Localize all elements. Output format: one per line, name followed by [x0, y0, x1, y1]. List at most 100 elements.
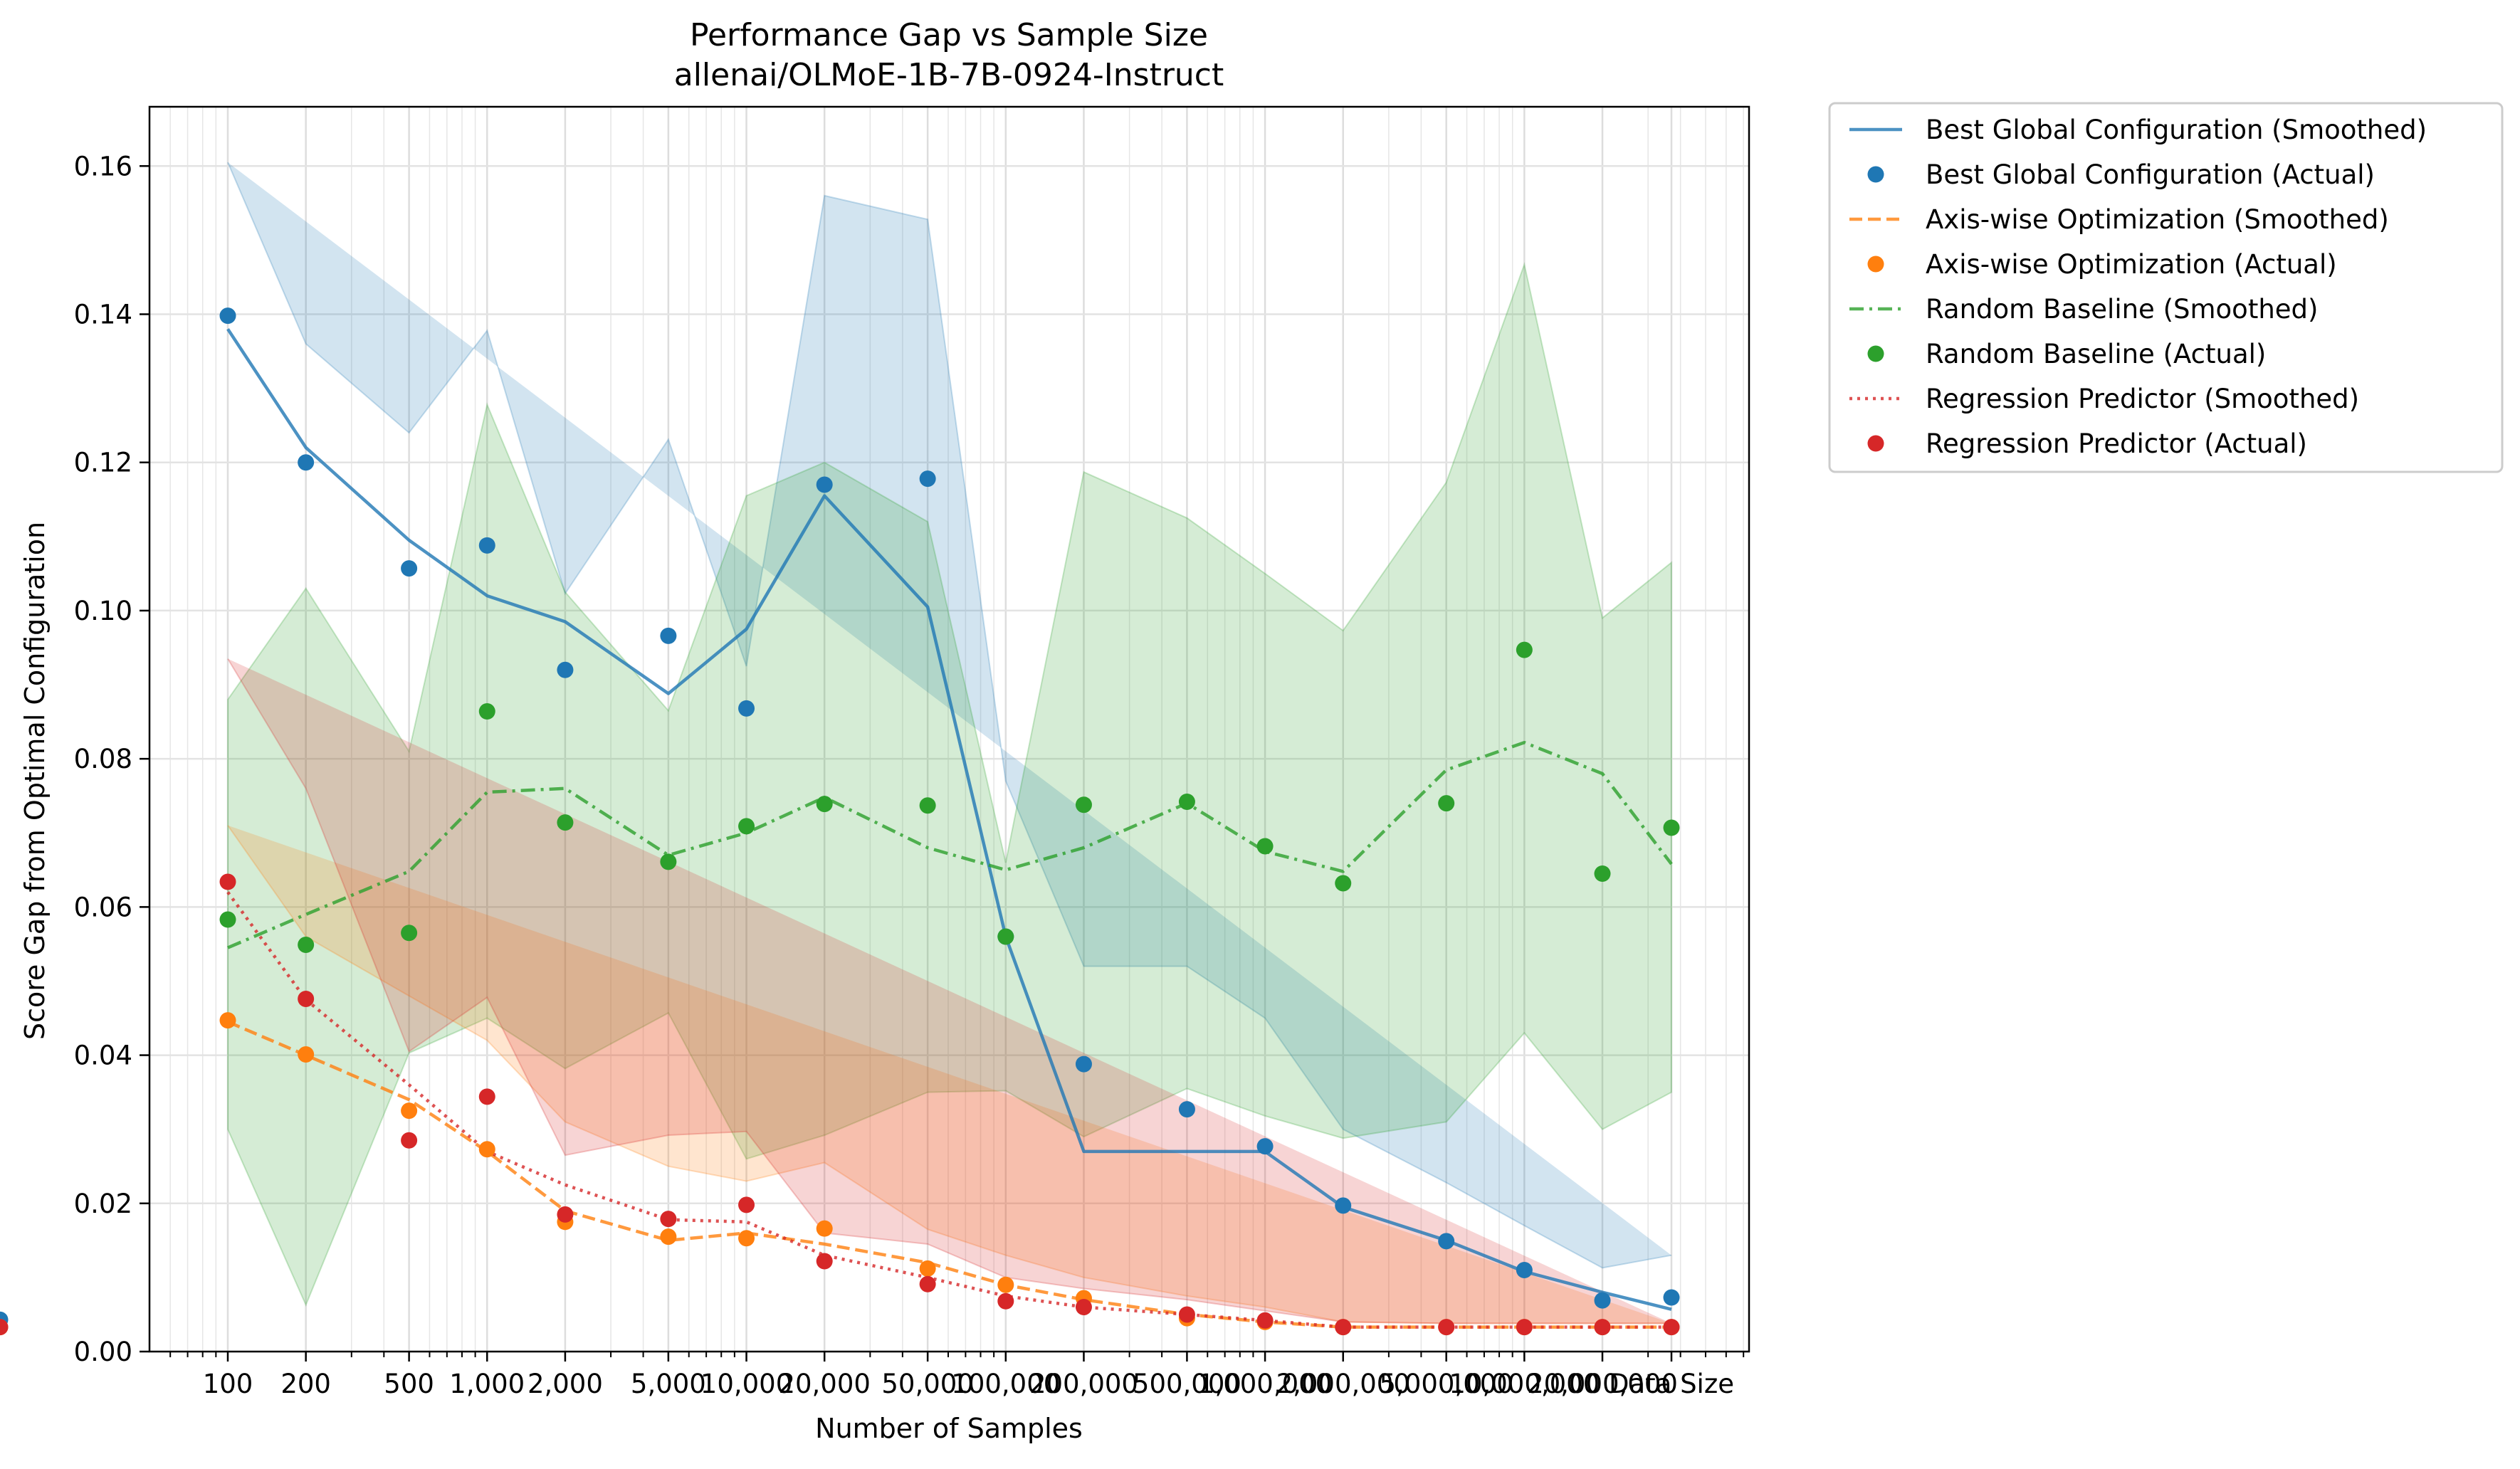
data-point	[478, 1088, 495, 1105]
data-point	[1438, 1319, 1455, 1336]
data-point	[919, 470, 936, 488]
x-tick-label: 1,000	[449, 1369, 525, 1399]
x-tick-label: Data Size	[1609, 1369, 1734, 1399]
legend-label: Random Baseline (Smoothed)	[1926, 294, 2318, 325]
data-point	[660, 627, 677, 644]
data-point	[478, 1141, 495, 1158]
y-tick-label: 0.00	[74, 1337, 132, 1367]
data-point	[0, 1319, 9, 1336]
data-point	[738, 1230, 755, 1247]
confidence-band	[227, 825, 1671, 1325]
data-point	[816, 796, 833, 813]
data-point	[1594, 1292, 1611, 1309]
y-tick-label: 0.08	[74, 744, 132, 774]
data-point	[1438, 795, 1455, 812]
x-tick-label: 500,000	[1133, 1369, 1241, 1399]
smoothed-line	[227, 1020, 1671, 1329]
data-point	[997, 1292, 1014, 1310]
x-tick-label: 5,000	[631, 1369, 706, 1399]
data-point	[1256, 838, 1274, 855]
data-point	[1516, 641, 1533, 658]
data-point	[298, 1046, 315, 1063]
data-point	[1335, 875, 1352, 892]
smoothed-line	[227, 740, 1673, 949]
line-layer	[226, 328, 1673, 1329]
legend-marker-swatch	[1867, 345, 1884, 362]
legend-label: Axis-wise Optimization (Smoothed)	[1926, 204, 2389, 235]
data-point	[1075, 796, 1092, 814]
y-axis-label: Score Gap from Optimal Configuration	[19, 522, 51, 1040]
data-point	[1594, 865, 1611, 883]
x-tick-label: 200,000	[1029, 1369, 1138, 1399]
data-point	[738, 1196, 755, 1213]
data-point	[1256, 1312, 1274, 1329]
confidence-band	[227, 658, 1671, 1325]
data-point	[1438, 1233, 1455, 1250]
data-point	[660, 1228, 677, 1246]
legend-label: Axis-wise Optimization (Actual)	[1926, 249, 2337, 280]
chart-title: Performance Gap vs Sample Size	[690, 17, 1208, 53]
data-point	[919, 1260, 936, 1277]
legend-label: Best Global Configuration (Smoothed)	[1926, 115, 2427, 145]
legend-marker-swatch	[1867, 435, 1884, 452]
data-point	[1075, 1299, 1092, 1316]
data-point	[1335, 1197, 1352, 1214]
data-point	[1335, 1319, 1352, 1336]
data-point	[816, 1253, 833, 1270]
x-tick-label: 200	[280, 1369, 331, 1399]
data-point	[660, 1211, 677, 1228]
x-tick-label: 10,000	[700, 1369, 792, 1399]
y-tick-label: 0.04	[74, 1041, 132, 1071]
x-tick-label: 20,000	[778, 1369, 870, 1399]
legend-label: Random Baseline (Actual)	[1926, 339, 2266, 369]
data-point	[738, 818, 755, 835]
data-point	[219, 307, 236, 325]
data-point	[816, 476, 833, 493]
data-point	[738, 700, 755, 717]
data-point	[1663, 1289, 1680, 1306]
data-point	[219, 911, 236, 928]
data-point	[1663, 1319, 1680, 1336]
data-point	[219, 1012, 236, 1029]
legend-frame	[1828, 102, 2504, 473]
data-point	[401, 925, 418, 942]
data-point	[557, 661, 574, 678]
legend-marker-swatch	[1867, 166, 1884, 183]
data-point	[478, 703, 495, 720]
x-tick-label: 2,000,000	[1276, 1369, 1410, 1399]
data-point	[997, 1276, 1014, 1293]
smoothed-line	[226, 891, 1671, 1329]
data-point	[298, 454, 315, 471]
x-tick-label: 2,000	[527, 1369, 603, 1399]
data-point	[1178, 1101, 1195, 1118]
data-point	[478, 537, 495, 554]
plot-frame	[148, 105, 1750, 1353]
legend-items: Best Global Configuration (Smoothed) Best…	[1849, 115, 2427, 459]
x-tick-label: 5,000,000	[1380, 1369, 1513, 1399]
data-point	[219, 873, 236, 890]
point-layer	[0, 307, 1680, 1336]
y-tick-label: 0.16	[74, 151, 132, 181]
legend-label: Best Global Configuration (Actual)	[1926, 159, 2375, 190]
y-tick-label: 0.10	[74, 596, 132, 626]
data-point	[919, 1275, 936, 1292]
legend: Best Global Configuration (Smoothed) Best…	[1828, 102, 2504, 473]
data-point	[1516, 1319, 1533, 1336]
data-point	[557, 1206, 574, 1223]
data-point	[816, 1220, 833, 1237]
band-layer	[227, 162, 1672, 1325]
x-tick-label: 100	[203, 1369, 253, 1399]
y-tick-label: 0.06	[74, 892, 132, 922]
data-point	[557, 814, 574, 831]
data-point	[919, 797, 936, 814]
data-point	[298, 936, 315, 953]
grid-layer	[149, 107, 1749, 1353]
smoothed-line	[226, 328, 1672, 1311]
confidence-band	[227, 262, 1672, 1307]
chart-subtitle: allenai/OLMoE-1B-7B-0924-Instruct	[674, 57, 1224, 93]
x-tick-label: 50,000	[881, 1369, 973, 1399]
x-tick-label: 500	[384, 1369, 434, 1399]
x-tick-label: 10,000,000	[1449, 1369, 1600, 1399]
